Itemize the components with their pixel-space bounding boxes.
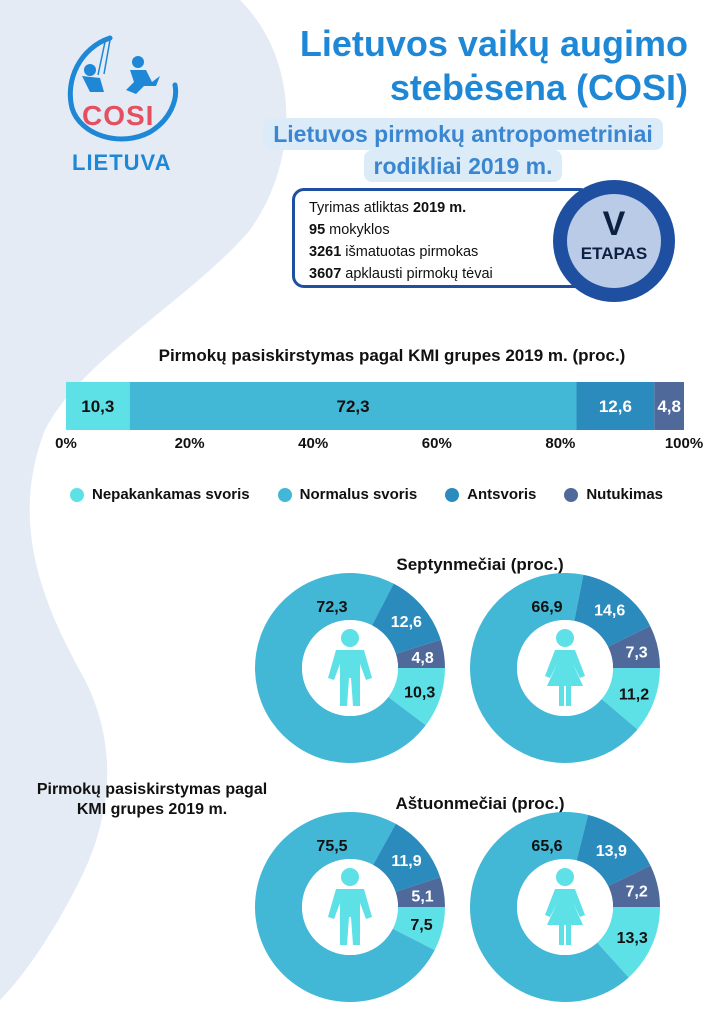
info-line: 3607 apklausti pirmokų tėvai [309, 266, 493, 282]
logo-brand: COSI [82, 100, 155, 131]
legend-item-overweight: Antsvoris [445, 486, 536, 503]
x-tick-label: 0% [55, 435, 77, 450]
subtitle-line-2: rodikliai 2019 m. [363, 150, 563, 182]
chart-legend: Nepakankamas svoris Normalus svoris Ants… [70, 486, 710, 503]
x-tick-label: 100% [665, 435, 703, 450]
x-tick-label: 20% [175, 435, 205, 450]
page-title: Lietuvos vaikų augimo stebėsena (COSI) [228, 22, 688, 110]
bar-label: 12,6 [599, 397, 632, 416]
subtitle: Lietuvos pirmokų antropometriniai rodikl… [238, 118, 688, 182]
cosi-logo: COSI LIETUVA [60, 30, 190, 180]
stage-number: V [602, 205, 626, 243]
eight-year-olds-title: Aštuonmečiai (proc.) [395, 794, 565, 813]
bar-segment-2 [576, 382, 655, 430]
bar-label: 10,3 [81, 397, 114, 416]
stage-badge: V ETAPAS [553, 180, 675, 302]
bar-segment-3 [654, 382, 684, 430]
legend-dot [564, 487, 579, 502]
stage-badge-inner: V ETAPAS [567, 194, 661, 288]
x-tick-label: 60% [422, 435, 452, 450]
children-swing-icon [67, 35, 179, 142]
legend-item-obese: Nutukimas [564, 486, 663, 503]
stage-label: ETAPAS [580, 244, 648, 263]
info-line: 3261 išmatuotas pirmokas [309, 244, 479, 260]
stacked-bar-chart: 10,3 72,3 12,6 4,8 0% 20% 40% 60% 80% 100% [55, 382, 703, 450]
title-line-1: Lietuvos vaikų augimo [299, 23, 688, 64]
bar-segment-1 [129, 382, 577, 430]
section-caption: Pirmokų pasiskirstymas pagal KMI grupes … [36, 781, 268, 818]
info-line: 95 mokyklos [309, 222, 390, 238]
logo-country: LIETUVA [72, 150, 172, 175]
x-tick-label: 40% [298, 435, 328, 450]
bar-segment-0 [66, 382, 130, 430]
x-tick-label: 80% [545, 435, 575, 450]
seven-year-olds-title: Septynmečiai (proc.) [396, 555, 564, 574]
bar-chart-title: Pirmokų pasiskirstymas pagal KMI grupes … [158, 346, 626, 365]
legend-item-normal: Normalus svoris [277, 486, 417, 503]
info-line: Tyrimas atliktas 2019 m. [309, 200, 467, 216]
bar-label: 72,3 [337, 397, 370, 416]
legend-dot [445, 487, 460, 502]
subtitle-line-1: Lietuvos pirmokų antropometriniai [263, 118, 663, 150]
legend-dot [70, 487, 84, 502]
study-info-box: Tyrimas atliktas 2019 m. 95 mokyklos 326… [292, 188, 592, 288]
title-line-2: stebėsena (COSI) [389, 67, 688, 108]
bar-label: 4,8 [657, 397, 681, 416]
legend-dot [277, 487, 292, 502]
legend-item-underweight: Nepakankamas svoris [70, 486, 250, 503]
